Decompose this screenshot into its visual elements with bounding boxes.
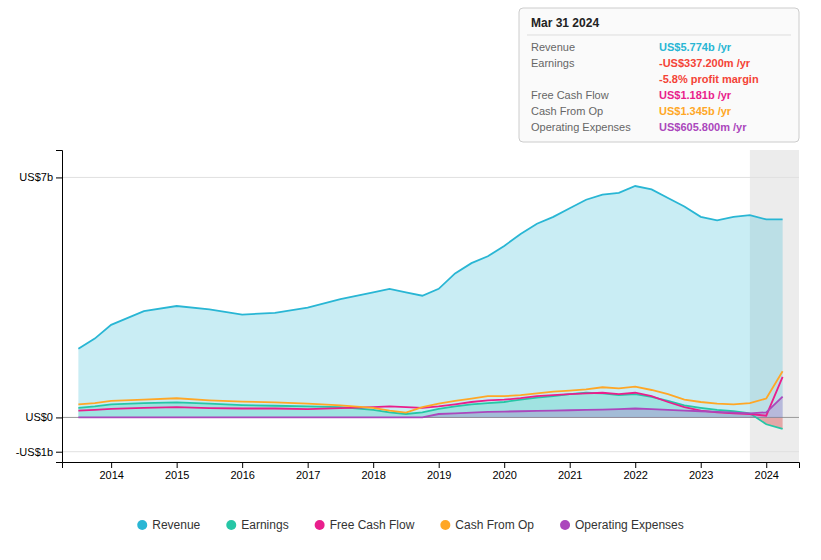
info-box-label: Operating Expenses (531, 121, 631, 133)
chart-container: 2014 2015 2016 2017 2018 2019 2020 2021 2022 2023… (0, 0, 821, 560)
y-tick-mark (56, 177, 62, 178)
legend-label: Earnings (241, 518, 288, 532)
legend-label: Revenue (152, 518, 200, 532)
info-box-value: -US$337.200m /yr (659, 57, 751, 69)
x-tick: 2023 (689, 462, 713, 481)
y-tick-mark (56, 452, 62, 453)
x-tick: 2019 (427, 462, 451, 481)
x-tick-mark (570, 462, 571, 468)
x-tick-label: 2019 (427, 469, 451, 481)
info-box-label: Free Cash Flow (531, 89, 609, 101)
legend-item: Cash From Op (440, 518, 534, 532)
info-box-separator (527, 35, 791, 36)
info-box-value: -5.8% profit margin (659, 73, 759, 85)
x-axis-line (63, 463, 800, 469)
y-tick-label: -US$1b (16, 446, 53, 458)
x-tick-label: 2018 (361, 469, 385, 481)
area (78, 186, 782, 417)
legend-item: Revenue (137, 518, 200, 532)
info-box-value: US$1.181b /yr (659, 89, 732, 101)
area-negative (78, 417, 782, 429)
x-tick-mark (766, 462, 767, 468)
x-tick: 2017 (296, 462, 320, 481)
legend-item: Free Cash Flow (315, 518, 415, 532)
info-box-value: US$1.345b /yr (659, 105, 732, 117)
info-box-label: Earnings (531, 57, 575, 69)
grid (62, 177, 799, 451)
info-box-label: Cash From Op (531, 105, 603, 117)
x-tick-mark (701, 462, 702, 468)
x-tick-mark (242, 462, 243, 468)
y-tick-mark (56, 417, 62, 418)
x-tick-mark (373, 462, 374, 468)
info-box-frame (519, 8, 799, 142)
x-tick-label: 2021 (558, 469, 582, 481)
y-axis: -US$1b US$0 US$7b (16, 151, 63, 463)
x-tick: 2022 (623, 462, 647, 481)
y-axis-line (56, 151, 63, 463)
x-tick: 2016 (230, 462, 254, 481)
x-tick: 2015 (165, 462, 189, 481)
x-tick: 2014 (99, 462, 123, 481)
x-tick-label: 2015 (165, 469, 189, 481)
chart-svg: 2014 2015 2016 2017 2018 2019 2020 2021 2022 2023… (0, 0, 821, 560)
line (78, 186, 782, 349)
x-tick-mark (504, 462, 505, 468)
x-tick-mark (308, 462, 309, 468)
x-tick-mark (177, 462, 178, 468)
x-tick-mark (439, 462, 440, 468)
x-tick-mark (635, 462, 636, 468)
legend-swatch (226, 520, 236, 530)
info-box: Mar 31 2024 Revenue US$5.774b /yr Earnings -… (519, 8, 799, 142)
line (78, 397, 782, 418)
legend-item: Earnings (226, 518, 288, 532)
y-tick-label: US$7b (19, 171, 53, 183)
grid-line (62, 451, 799, 452)
y-tick: US$7b (19, 171, 62, 183)
y-tick: US$0 (25, 411, 62, 423)
x-tick: 2021 (558, 462, 582, 481)
y-tick: -US$1b (16, 446, 62, 458)
x-tick: 2018 (361, 462, 385, 481)
x-tick-label: 2014 (99, 469, 123, 481)
x-axis: 2014 2015 2016 2017 2018 2019 2020 2021 2022 2023… (63, 462, 800, 481)
x-tick-label: 2023 (689, 469, 713, 481)
x-tick-label: 2017 (296, 469, 320, 481)
grid-line (62, 177, 799, 178)
x-tick-label: 2020 (492, 469, 516, 481)
legend-label: Operating Expenses (575, 518, 684, 532)
info-box-value: US$605.800m /yr (659, 121, 747, 133)
x-tick: 2024 (755, 462, 779, 481)
x-tick-label: 2016 (230, 469, 254, 481)
legend-swatch (440, 520, 450, 530)
x-tick-mark (111, 462, 112, 468)
legend-swatch (315, 520, 325, 530)
y-tick-label: US$0 (25, 411, 53, 423)
legend-label: Free Cash Flow (330, 518, 415, 532)
x-tick-label: 2022 (623, 469, 647, 481)
legend-item: Operating Expenses (560, 518, 684, 532)
plot-area (78, 186, 782, 429)
info-box-title: Mar 31 2024 (531, 16, 599, 30)
x-tick: 2020 (492, 462, 516, 481)
legend-swatch (560, 520, 570, 530)
info-box-label: Revenue (531, 41, 575, 53)
legend: Revenue Earnings Free Cash Flow Cash From O… (137, 518, 684, 532)
legend-swatch (137, 520, 147, 530)
legend-label: Cash From Op (455, 518, 534, 532)
x-tick-label: 2024 (755, 469, 779, 481)
line (78, 371, 782, 412)
info-box-value: US$5.774b /yr (659, 41, 732, 53)
